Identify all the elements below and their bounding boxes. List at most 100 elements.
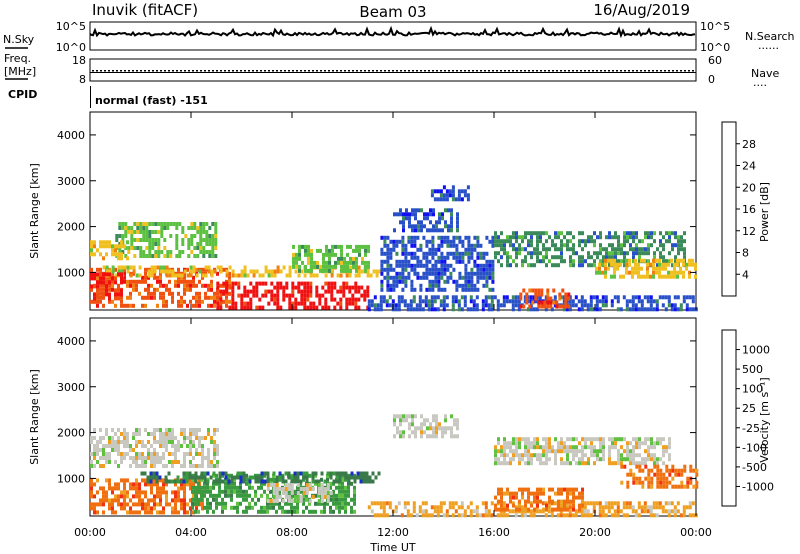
echo-cell [631, 299, 635, 304]
freq-dot [360, 70, 362, 72]
echo-cell [554, 231, 557, 236]
echo-cell [467, 255, 471, 260]
echo-cell [255, 281, 259, 286]
echo-cell [115, 234, 119, 238]
echo-cell [153, 452, 156, 456]
echo-cell [647, 457, 650, 462]
echo-cell [177, 490, 180, 495]
echo-cell [485, 259, 489, 264]
echo-cell [251, 475, 255, 480]
echo-cell [581, 491, 584, 496]
echo-cell [181, 226, 185, 230]
echo-cell [404, 275, 408, 280]
echo-cell [361, 260, 364, 265]
echo-cell [141, 275, 144, 280]
echo-cell [449, 251, 453, 256]
echo-cell [433, 509, 437, 514]
echo-cell [183, 490, 186, 495]
echo-cell [228, 285, 232, 290]
echo-cell [117, 464, 120, 468]
echo-cell [463, 513, 467, 518]
echo-cell [574, 295, 578, 300]
echo-cell [551, 445, 554, 450]
echo-cell [208, 234, 212, 238]
echo-cell [439, 303, 443, 308]
echo-cell [156, 502, 159, 507]
echo-cell [254, 501, 257, 506]
echo-cell [120, 295, 123, 300]
echo-cell [260, 471, 264, 476]
echo-cell [682, 509, 686, 514]
echo-cell [566, 461, 569, 466]
time-axis: 00:00 04:00 08:00 12:00 16:00 20:00 00:00 [74, 112, 712, 539]
echo-cell [154, 238, 158, 242]
echo-cell [631, 307, 635, 312]
echo-cell [593, 453, 596, 458]
echo-cell [183, 506, 186, 511]
echo-cell [296, 495, 300, 499]
echo-cell [595, 299, 599, 304]
echo-cell [174, 502, 177, 507]
echo-cell [343, 260, 346, 265]
freq-dot [564, 70, 566, 72]
echo-cell [308, 509, 311, 514]
echo-cell [580, 299, 584, 304]
echo-cell [105, 252, 108, 257]
echo-cell [432, 430, 435, 435]
echo-cell [596, 453, 599, 458]
echo-cell [153, 287, 156, 292]
echo-cell [345, 297, 349, 302]
echo-cell [451, 193, 455, 198]
echo-cell [339, 297, 343, 302]
echo-cell [673, 295, 677, 300]
echo-cell [548, 445, 551, 450]
echo-cell [108, 269, 112, 274]
echo-cell [93, 464, 96, 468]
echo-cell [180, 295, 183, 300]
echo-cell [668, 235, 671, 240]
echo-cell [322, 260, 325, 265]
freq-dot [324, 70, 326, 72]
echo-cell [153, 275, 156, 280]
echo-cell [593, 437, 596, 442]
echo-cell [420, 220, 423, 225]
echo-cell [329, 497, 332, 502]
echo-cell [245, 473, 248, 478]
echo-cell [129, 279, 132, 284]
echo-cell [93, 428, 96, 432]
echo-cell [221, 509, 224, 514]
echo-cell [108, 299, 111, 304]
echo-cell [620, 437, 623, 442]
echo-cell [602, 453, 605, 458]
echo-cell [111, 279, 114, 284]
echo-cell [156, 440, 159, 444]
echo-cell [208, 238, 212, 242]
echo-cell [177, 510, 180, 515]
echo-cell [560, 437, 563, 442]
echo-cell [601, 270, 604, 275]
echo-cell [192, 482, 195, 487]
echo-cell [144, 295, 147, 300]
echo-cell [655, 505, 659, 510]
echo-cell [332, 479, 336, 484]
echo-cell [464, 275, 468, 280]
echo-cell [629, 231, 632, 236]
echo-cell [192, 432, 195, 436]
echo-cell [335, 471, 339, 476]
freq-dot [588, 70, 590, 72]
echo-cell [602, 259, 605, 264]
echo-cell [559, 513, 563, 518]
echo-cell [683, 464, 687, 469]
echo-cell [587, 263, 590, 268]
echo-cell [99, 295, 102, 300]
echo-cell [554, 461, 557, 466]
echo-cell [196, 246, 200, 250]
echo-cell [401, 235, 405, 240]
echo-cell [417, 228, 420, 233]
echo-cell [533, 445, 536, 450]
sky-tick-top-right: 10^5 [700, 20, 730, 33]
echo-cell [132, 460, 135, 464]
echo-cell [302, 493, 305, 498]
echo-cell [291, 289, 295, 294]
echo-cell [102, 510, 105, 515]
